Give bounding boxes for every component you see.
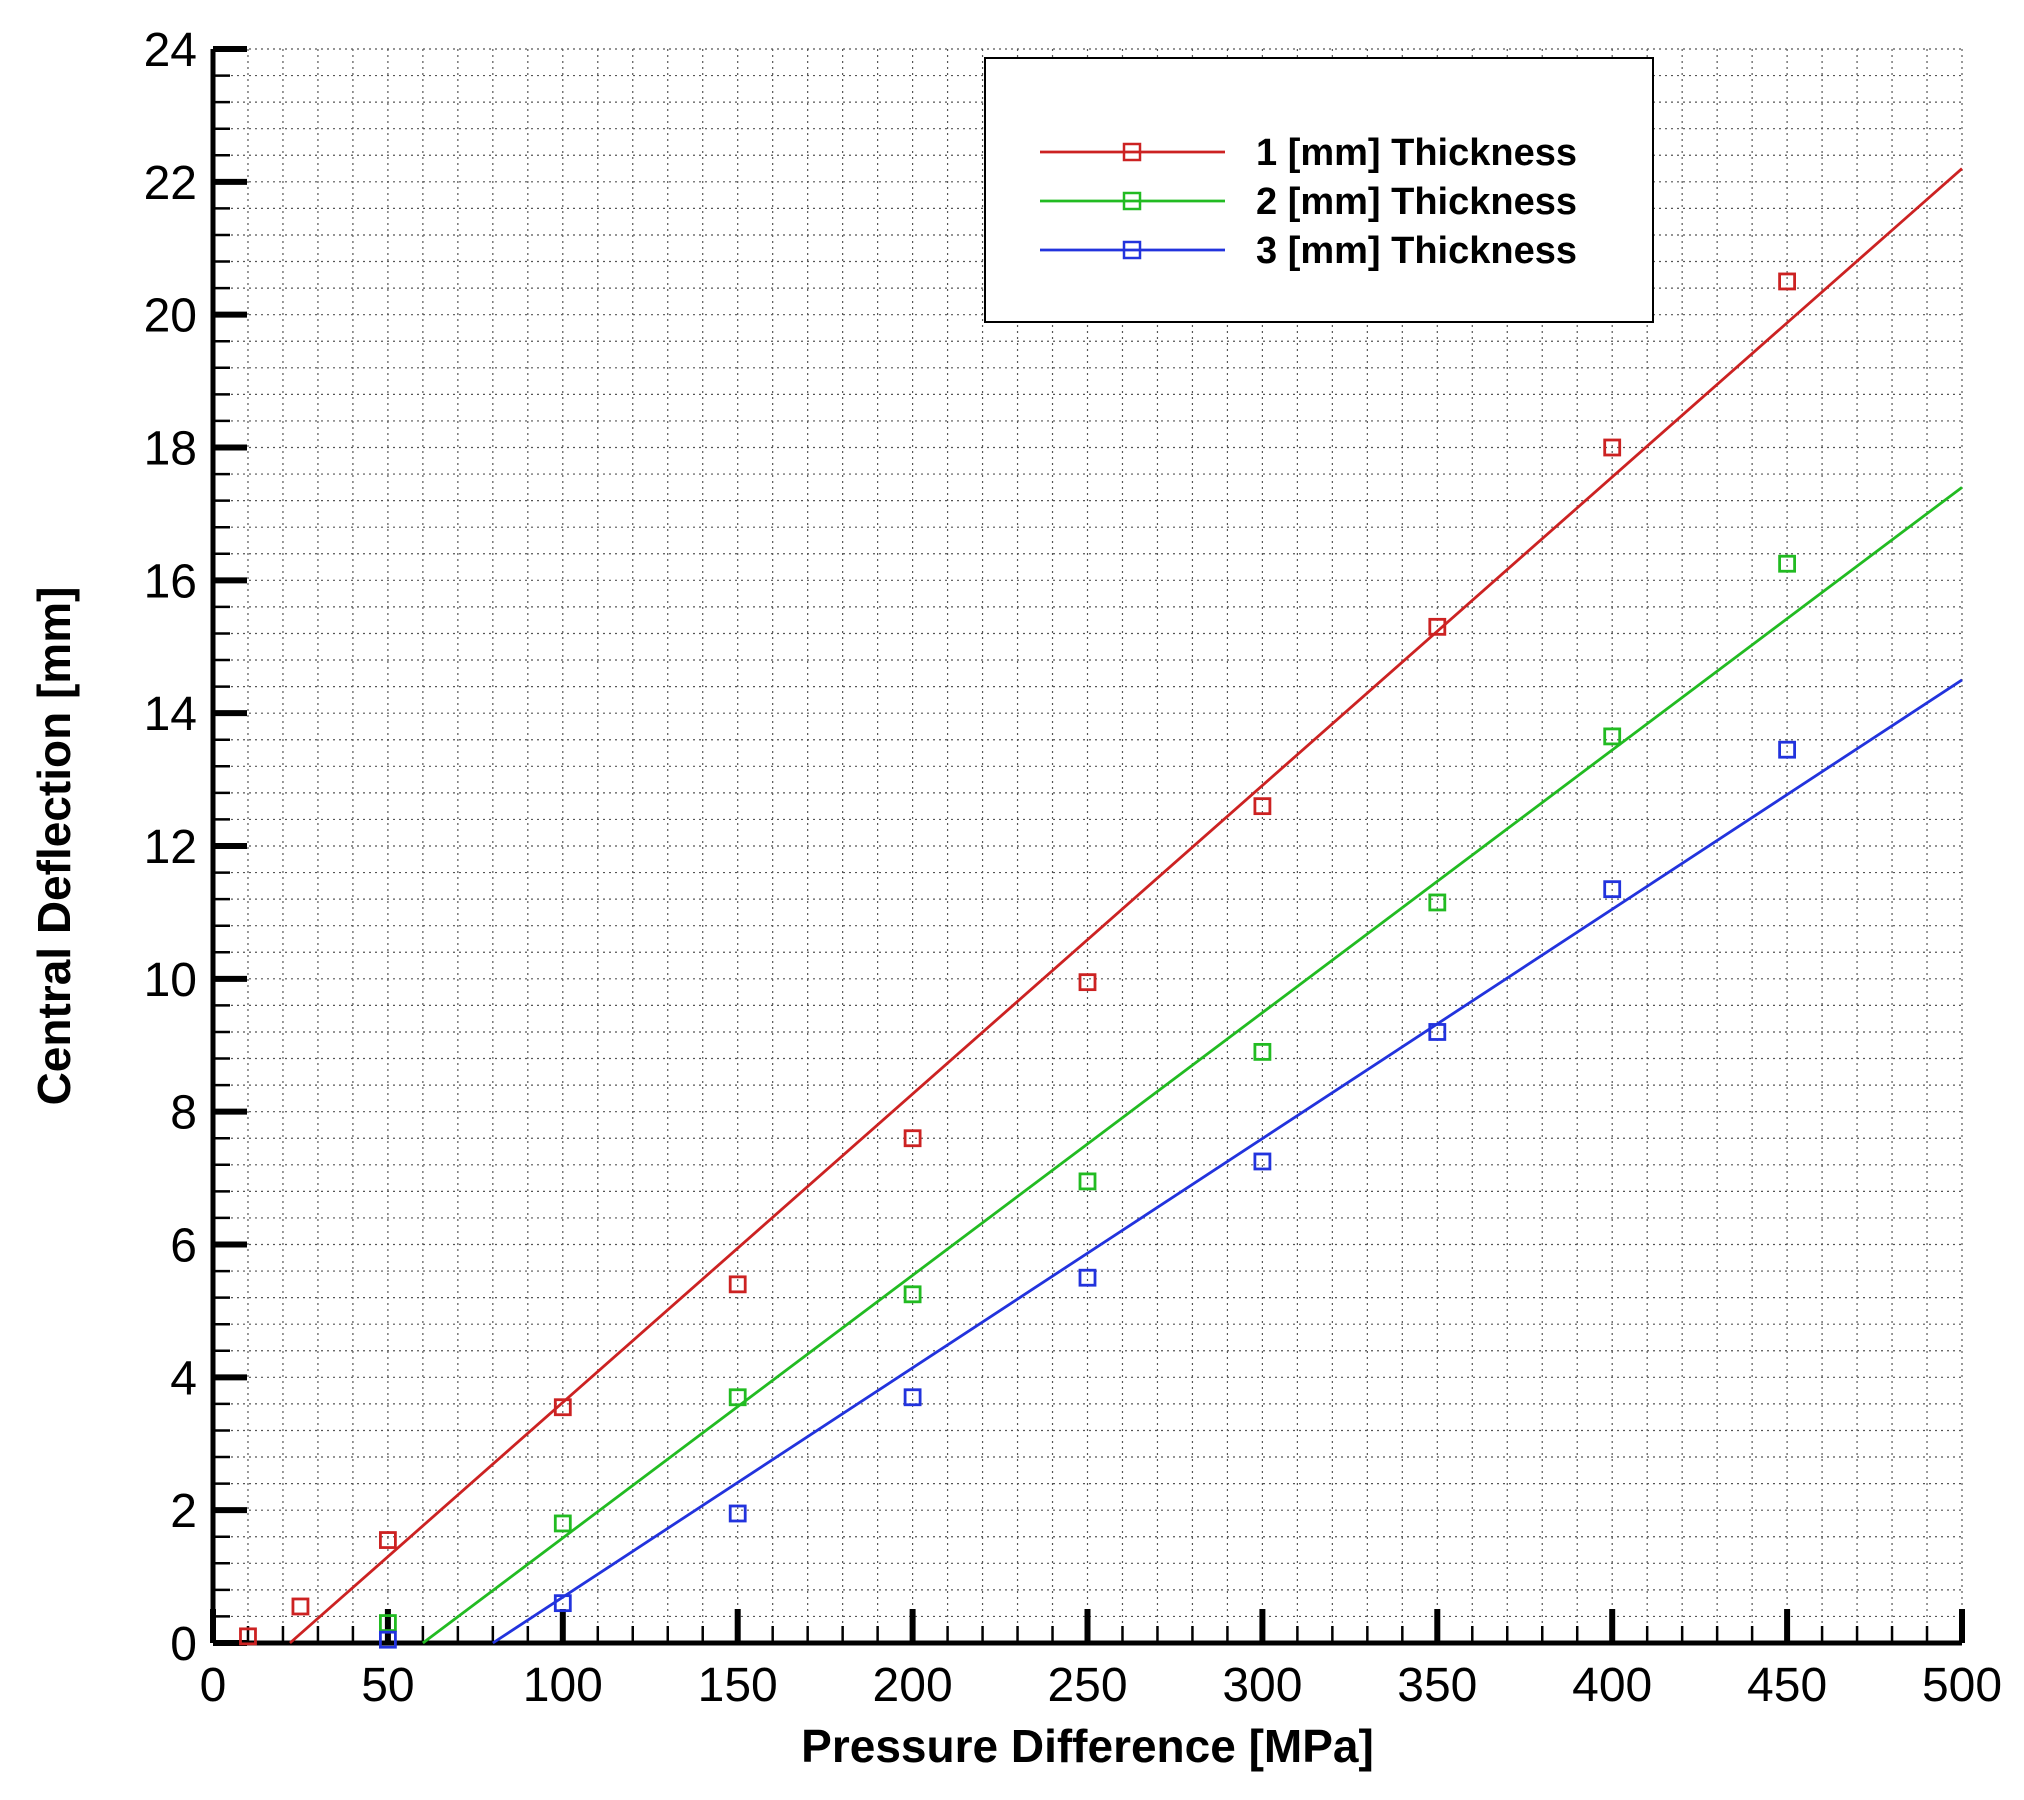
y-tick-label: 12 (144, 821, 197, 874)
y-tick-label: 10 (144, 954, 197, 1007)
legend-box (984, 57, 1654, 323)
x-axis-title: Pressure Difference [MPa] (801, 1720, 1374, 1772)
data-point (728, 1504, 747, 1523)
x-tick-label: 350 (1397, 1659, 1477, 1712)
legend-label: 1 [mm] Thickness (1256, 132, 1577, 174)
series-fit-line (289, 167, 1963, 1645)
data-point (378, 1531, 397, 1549)
data-point (903, 1285, 922, 1304)
y-tick-label: 14 (144, 688, 197, 741)
data-point (1428, 617, 1447, 636)
data-point (1078, 1268, 1097, 1287)
data-point (1603, 727, 1622, 746)
data-point (903, 1129, 922, 1148)
x-tick-label: 0 (200, 1659, 227, 1712)
data-point (1078, 1172, 1097, 1191)
data-point (728, 1275, 747, 1294)
y-tick-label: 24 (144, 24, 197, 77)
y-tick-label: 16 (144, 555, 197, 608)
axes (210, 46, 1965, 1646)
data-point (1078, 973, 1097, 992)
data-point (378, 1614, 397, 1632)
x-tick-label: 450 (1747, 1659, 1827, 1712)
x-tick-label: 500 (1922, 1659, 2002, 1712)
legend-marker (1122, 191, 1142, 211)
legend-label: 2 [mm] Thickness (1256, 181, 1577, 223)
x-tick-label: 200 (873, 1659, 953, 1712)
legend-marker (1122, 240, 1142, 260)
data-points (239, 272, 1796, 1649)
data-point (1253, 1152, 1272, 1171)
data-point (903, 1388, 922, 1407)
legend: 1 [mm] Thickness 2 [mm] Thickness 3 [mm] T… (984, 57, 1654, 323)
y-axis-title: Central Deflection [mm] (28, 587, 80, 1106)
data-point (553, 1514, 572, 1533)
data-point (1428, 893, 1447, 912)
data-point (239, 1627, 257, 1646)
data-point (1778, 272, 1796, 291)
data-point (728, 1388, 747, 1407)
x-tick-label: 300 (1222, 1659, 1302, 1712)
y-tick-label: 2 (170, 1485, 197, 1538)
tick-labels: 0 50 100 150 200 250 300 350 400 450 5000246810121… (144, 24, 2002, 1712)
y-tick-label: 18 (144, 423, 197, 476)
fit-lines (289, 167, 1963, 1645)
data-point (1778, 554, 1796, 573)
y-tick-label: 4 (170, 1352, 197, 1405)
x-tick-label: 100 (523, 1659, 603, 1712)
y-tick-label: 8 (170, 1087, 197, 1140)
data-point (378, 1630, 397, 1649)
x-tick-label: 400 (1572, 1659, 1652, 1712)
series-fit-line (422, 486, 1963, 1645)
x-tick-label: 50 (361, 1659, 414, 1712)
data-point (1603, 880, 1622, 899)
data-point (1253, 1042, 1272, 1061)
legend-label: 3 [mm] Thickness (1256, 230, 1577, 272)
legend-marker (1122, 142, 1142, 162)
y-tick-label: 20 (144, 290, 197, 343)
data-point (1603, 438, 1622, 457)
data-point (553, 1594, 572, 1613)
data-point (1428, 1023, 1447, 1041)
x-tick-label: 250 (1047, 1659, 1127, 1712)
y-tick-label: 22 (144, 157, 197, 210)
y-tick-label: 0 (170, 1618, 197, 1671)
data-point (1253, 797, 1272, 816)
series-fit-line (492, 678, 1963, 1645)
data-point (291, 1597, 310, 1616)
data-point (1778, 740, 1796, 759)
y-tick-label: 6 (170, 1220, 197, 1273)
data-point (553, 1398, 572, 1417)
x-tick-label: 150 (698, 1659, 778, 1712)
